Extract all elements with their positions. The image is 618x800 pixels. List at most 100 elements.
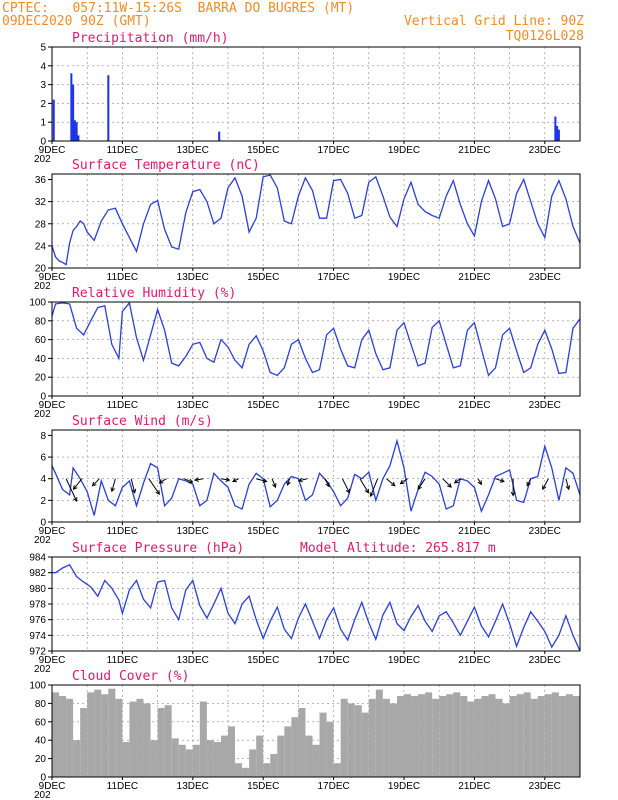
- pres-title: Surface Pressure (hPa): [72, 541, 244, 556]
- cloud-bar: [220, 735, 228, 777]
- header-model-id: TQ0126L028: [506, 29, 584, 44]
- cloud-bar: [66, 698, 74, 777]
- cloud-bar: [474, 698, 482, 777]
- precip-xtick-label: 15DEC: [247, 145, 279, 156]
- cloud-xtick-label: 9DEC: [39, 781, 66, 792]
- wind-arrow-head: [262, 478, 268, 483]
- wind-arrow: [65, 478, 78, 502]
- pres-xtick-label: 13DEC: [177, 655, 209, 666]
- cloud-bar: [291, 717, 299, 777]
- precip-xtick-label: 21DEC: [458, 145, 490, 156]
- temp-xtick-label: 15DEC: [247, 272, 279, 283]
- cloud-bar: [551, 692, 559, 777]
- precip-ytick-label: 1: [40, 118, 46, 129]
- cloud-ytick-label: 40: [35, 736, 47, 747]
- cloud-xtick-label: 21DEC: [458, 781, 490, 792]
- cloud-bar: [537, 696, 545, 777]
- cloud-xtick-label: 19DEC: [388, 781, 420, 792]
- wind-ytick-label: 0: [40, 518, 46, 529]
- temp-xtick-label: 21DEC: [458, 272, 490, 283]
- cloud-ytick-label: 100: [29, 681, 46, 692]
- cloud-bar: [544, 694, 552, 777]
- rh-xtick-label: 21DEC: [458, 400, 490, 411]
- wind-arrow: [287, 478, 291, 486]
- panel-temp: 20 24 28 32 36 9DEC 11DEC 13DEC 15DEC 17DEC 19DEC 2…: [34, 158, 581, 292]
- precip-bar: [557, 129, 560, 141]
- wind-arrow-head: [565, 485, 571, 491]
- wind-arrow-head: [286, 480, 291, 486]
- cloud-bar: [108, 688, 116, 777]
- precip-bar: [72, 84, 75, 141]
- rh-series-line: [51, 301, 581, 377]
- cloud-bar: [347, 703, 355, 777]
- cloud-bar: [185, 749, 193, 777]
- cloud-xtick-label: 23DEC: [529, 781, 561, 792]
- cloud-bar: [150, 740, 158, 777]
- cloud-bar: [396, 696, 404, 777]
- wind-arrow: [341, 478, 350, 493]
- panels: 0 1 2 3 4 5 9DEC 11DEC 13DEC 15DEC 17DEC 19DEC 21DEC…: [29, 31, 581, 800]
- precip-bar: [75, 122, 78, 141]
- cloud-xtick-sublabel: 202: [34, 790, 51, 800]
- precip-xtick-label: 17DEC: [317, 145, 349, 156]
- wind-arrow: [111, 478, 116, 492]
- temp-ytick-label: 28: [35, 219, 47, 230]
- wind-xtick-label: 21DEC: [458, 526, 490, 537]
- wind-arrow-head: [364, 488, 369, 494]
- cloud-bar: [101, 694, 109, 777]
- cloud-bar: [178, 744, 186, 777]
- wind-arrow-head: [193, 477, 199, 482]
- cloud-bar: [326, 721, 334, 777]
- cloud-bar: [319, 712, 327, 777]
- cloud-ytick-label: 60: [35, 717, 47, 728]
- wind-frame: [51, 429, 581, 523]
- pres-frame: [51, 556, 581, 652]
- precip-bar: [107, 75, 110, 141]
- cloud-bar: [361, 712, 369, 777]
- rh-ytick-label: 80: [35, 316, 47, 327]
- cloud-bar: [382, 698, 390, 777]
- pres-xtick-label: 23DEC: [529, 655, 561, 666]
- cloud-xtick-label: 17DEC: [317, 781, 349, 792]
- header-date: 09DEC2020 90Z (GMT): [2, 14, 151, 29]
- cloud-bar: [495, 698, 503, 777]
- wind-xtick-label: 15DEC: [247, 526, 279, 537]
- wind-arrow-head: [188, 478, 194, 484]
- precip-ytick-label: 3: [40, 80, 46, 91]
- wind-ytick-label: 2: [40, 496, 46, 507]
- wind-arrow-head: [73, 497, 78, 503]
- wind-arrow: [442, 478, 452, 488]
- wind-arrow: [400, 478, 408, 485]
- cloud-bar: [446, 694, 454, 777]
- wind-arrow-head: [345, 488, 351, 494]
- wind-arrow-head: [225, 477, 231, 482]
- rh-xtick-label: 9DEC: [39, 400, 66, 411]
- wind-arrow: [542, 478, 549, 490]
- wind-arrow: [324, 478, 330, 487]
- wind-arrow: [73, 478, 83, 490]
- temp-xtick-label: 19DEC: [388, 272, 420, 283]
- cloud-bar: [453, 692, 461, 777]
- precip-bar: [73, 120, 76, 141]
- pres-ytick-label: 972: [29, 647, 46, 658]
- precip-xtick-label: 23DEC: [529, 145, 561, 156]
- cloud-bar: [523, 692, 531, 777]
- wind-arrow: [194, 478, 204, 481]
- cloud-bar: [122, 742, 130, 777]
- wind-title: Surface Wind (m/s): [72, 414, 213, 429]
- cloud-bar: [270, 754, 278, 777]
- wind-arrow-head: [91, 481, 97, 487]
- cloud-bar: [460, 696, 468, 777]
- cloud-bar: [439, 696, 447, 777]
- cloud-bar: [404, 694, 412, 777]
- wind-arrow: [232, 478, 239, 482]
- temp-ytick-label: 24: [35, 241, 47, 252]
- cloud-bar: [129, 701, 137, 777]
- wind-arrow: [92, 478, 100, 487]
- cloud-bar: [164, 705, 172, 777]
- wind-arrow-head: [526, 481, 531, 487]
- panel-precip: 0 1 2 3 4 5 9DEC 11DEC 13DEC 15DEC 17DEC 19DEC 21DEC…: [34, 31, 581, 165]
- cloud-frame: [51, 684, 581, 778]
- cloud-bar: [340, 698, 348, 777]
- temp-xtick-label: 11DEC: [107, 272, 139, 283]
